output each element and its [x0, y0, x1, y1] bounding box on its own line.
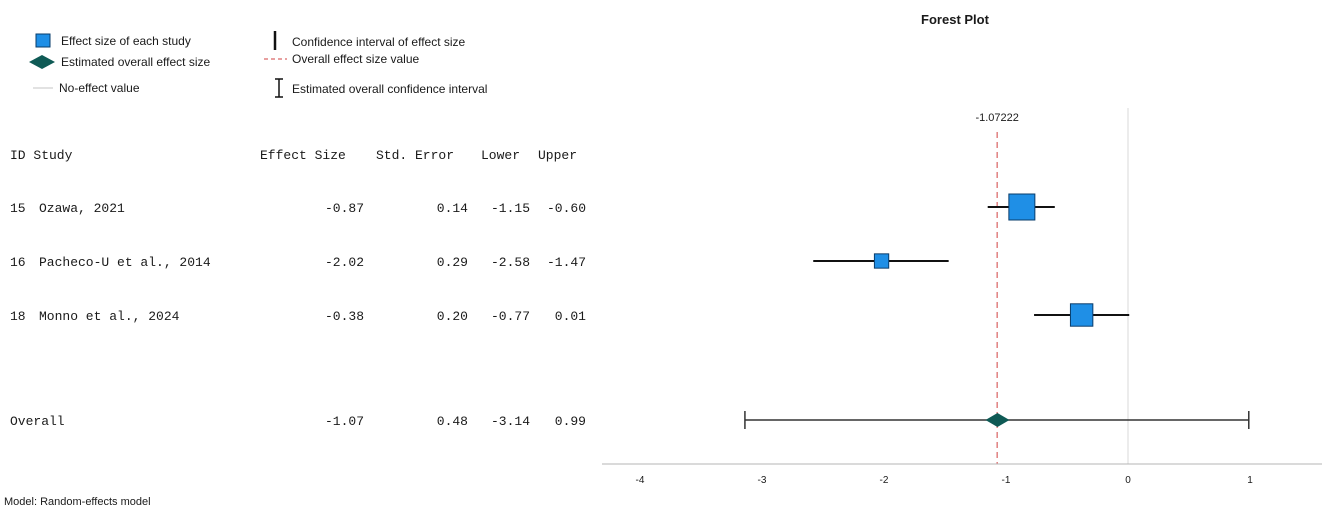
row-study: Monno et al., 2024 [39, 309, 180, 324]
header-lower: Lower [481, 148, 520, 163]
row-lower: -3.14 [491, 414, 530, 429]
chart-title: Forest Plot [921, 12, 990, 27]
legend-ci-label: Confidence interval of effect size [292, 35, 466, 49]
legend-overall-value-label: Overall effect size value [292, 52, 419, 66]
study-effect-square [1069, 303, 1094, 327]
legend-overall-ci-label: Estimated overall confidence interval [292, 82, 487, 96]
table-row-15: 15 Ozawa, 2021 -0.87 0.14 -1.15 -0.60 [10, 201, 586, 216]
table-row-16: 16 Pacheco-U et al., 2014 -2.02 0.29 -2.… [10, 255, 586, 270]
row-upper: -0.60 [547, 201, 586, 216]
header-effect-size: Effect Size [260, 148, 346, 163]
overall-effect-diamond [985, 413, 1010, 427]
row-lower: -2.58 [491, 255, 530, 270]
overall-value-label: -1.07222 [975, 112, 1018, 124]
header-std-error: Std. Error [376, 148, 454, 163]
study-effect-square [873, 253, 890, 269]
legend-overall-effect-label: Estimated overall effect size [61, 55, 211, 69]
legend-overall-effect-swatch [29, 55, 55, 69]
row-effect-size: -1.07 [325, 414, 364, 429]
study-effect-square [1008, 193, 1036, 221]
x-tick-label: -3 [758, 475, 767, 486]
x-tick-label: 0 [1125, 475, 1131, 486]
row-study: Overall [10, 414, 65, 429]
row-upper: 0.01 [555, 309, 586, 324]
x-tick-label: -4 [636, 475, 645, 486]
x-tick-label: -2 [880, 475, 889, 486]
row-lower: -0.77 [491, 309, 530, 324]
row-std-error: 0.20 [437, 309, 468, 324]
x-tick-label: -1 [1002, 475, 1011, 486]
row-effect-size: -0.38 [325, 309, 364, 324]
row-study: Ozawa, 2021 [39, 201, 125, 216]
row-effect-size: -2.02 [325, 255, 364, 270]
table-row-18: 18 Monno et al., 2024 -0.38 0.20 -0.77 0… [10, 309, 586, 324]
row-study: Pacheco-U et al., 2014 [39, 255, 211, 270]
row-std-error: 0.48 [437, 414, 468, 429]
header-id-study: ID Study [10, 148, 73, 163]
plot-marks [744, 193, 1250, 429]
row-lower: -1.15 [491, 201, 530, 216]
row-std-error: 0.29 [437, 255, 468, 270]
table-row-overall: Overall -1.07 0.48 -3.14 0.99 [10, 414, 586, 429]
row-id: 16 [10, 255, 26, 270]
table-header: ID Study Effect Size Std. Error Lower Up… [10, 148, 577, 163]
row-std-error: 0.14 [437, 201, 468, 216]
legend-overall-ci-swatch [275, 78, 283, 98]
row-effect-size: -0.87 [325, 201, 364, 216]
header-upper: Upper [538, 148, 577, 163]
legend-study-effect-label: Effect size of each study [61, 34, 191, 48]
x-axis-ticks: -4 -3 -2 -1 0 1 [636, 475, 1254, 486]
legend: Effect size of each study Estimated over… [29, 31, 487, 98]
row-upper: -1.47 [547, 255, 586, 270]
legend-no-effect-label: No-effect value [59, 81, 140, 95]
row-upper: 0.99 [555, 414, 586, 429]
x-tick-label: 1 [1247, 475, 1253, 486]
legend-study-effect-swatch [35, 33, 51, 48]
row-id: 18 [10, 309, 26, 324]
row-id: 15 [10, 201, 26, 216]
model-note: Model: Random-effects model [4, 496, 151, 508]
